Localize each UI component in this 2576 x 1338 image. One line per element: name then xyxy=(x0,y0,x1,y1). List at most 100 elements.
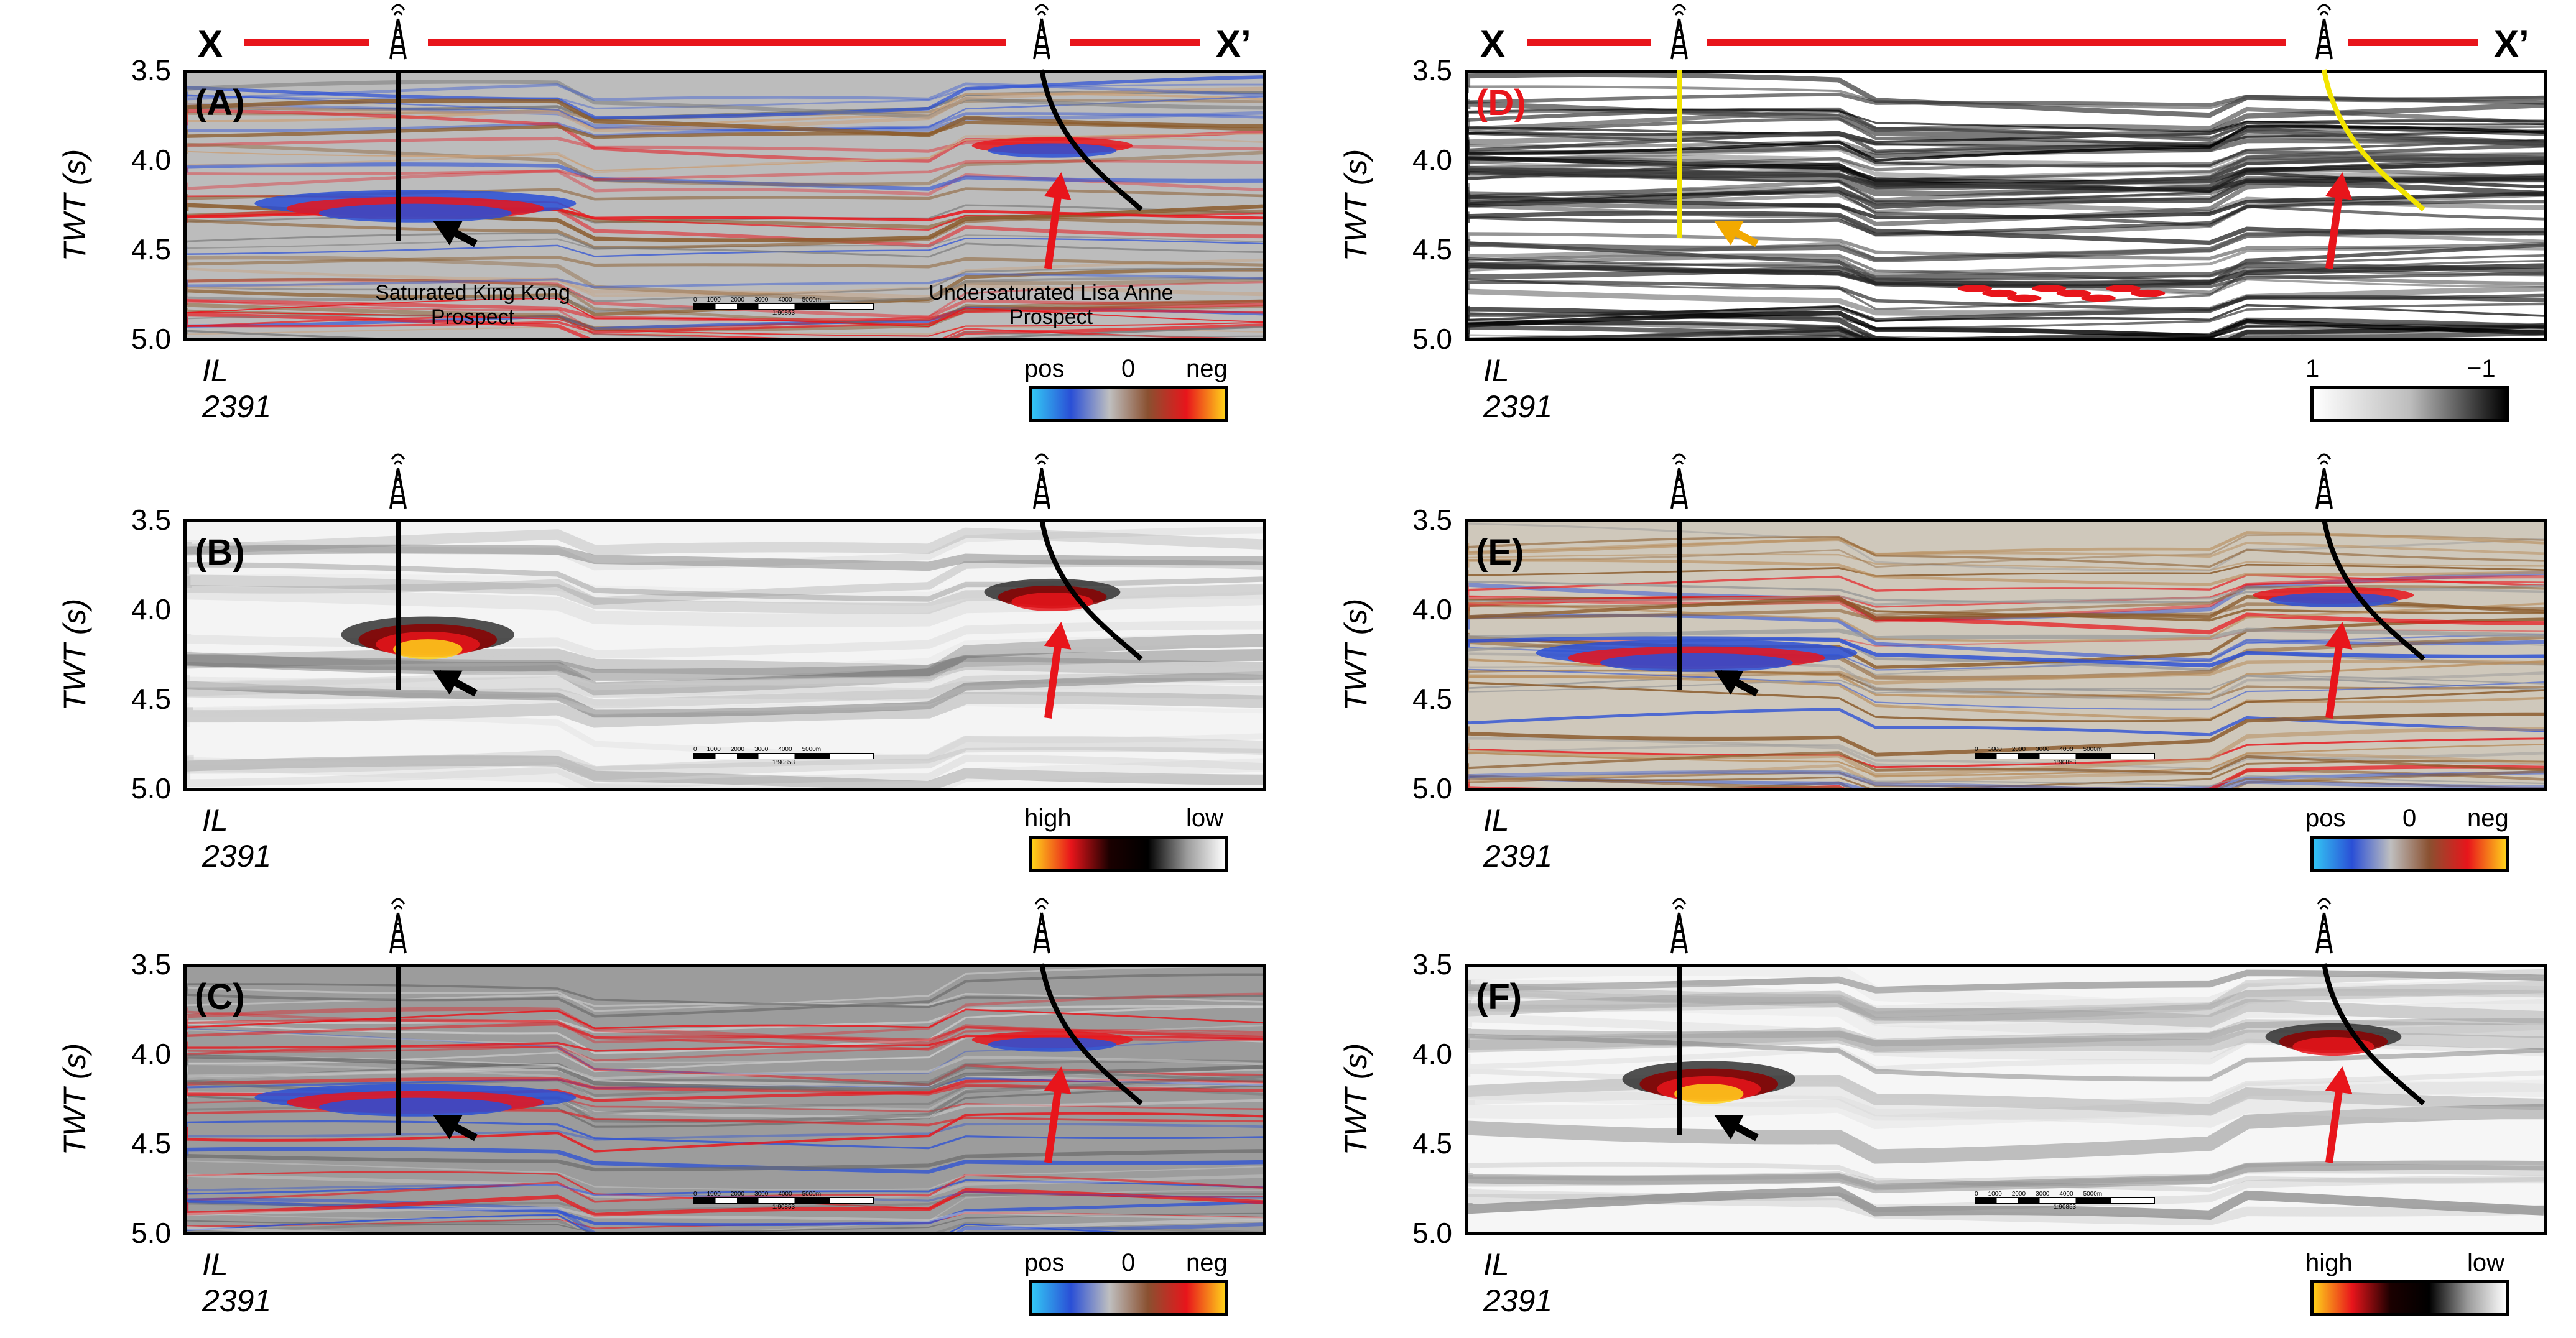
section-line xyxy=(1707,39,2286,46)
section-line xyxy=(1527,39,1651,46)
scale-bar-ratio: 1:90853 xyxy=(2053,759,2077,766)
drilling-rig-icon xyxy=(389,453,407,509)
y-tick-label: 5.0 xyxy=(131,1217,171,1249)
panel-label: (F) xyxy=(1476,977,1522,1017)
panel-label: (D) xyxy=(1476,83,1526,123)
drilling-rig-icon xyxy=(1033,453,1050,509)
colorbar-left-label: pos xyxy=(1024,355,1065,382)
scale-bar-ratio: 1:90853 xyxy=(2053,1204,2077,1211)
scale-bar-tick: 0 xyxy=(1975,1191,1978,1197)
panel-label: (B) xyxy=(195,532,245,573)
scale-bar: 0 1000 2000 3000 4000 5000m 1:90853 xyxy=(693,746,874,771)
y-tick-label: 3.5 xyxy=(131,54,171,86)
drilling-rig-icon xyxy=(1670,4,1688,60)
colorbar-right-label: neg xyxy=(1186,355,1228,382)
drilling-rig-icon xyxy=(1033,898,1050,954)
colorbar-left-label: pos xyxy=(2305,805,2346,832)
scale-bar-tick: 3000 xyxy=(2036,746,2050,753)
y-tick-label: 4.0 xyxy=(1412,1038,1452,1070)
panel-label: (A) xyxy=(195,83,245,123)
scale-bar-tick: 5000m xyxy=(2083,746,2103,753)
colorbar-left-label: pos xyxy=(1024,1249,1065,1276)
scale-bar-tick: 1000 xyxy=(707,1191,721,1197)
scale-bar-tick: 5000m xyxy=(802,746,822,753)
panel-label: (C) xyxy=(195,977,245,1017)
colorbar xyxy=(1029,836,1228,872)
y-tick-label: 5.0 xyxy=(1412,1217,1452,1249)
x-label-left: X xyxy=(198,23,223,65)
colorbar xyxy=(1029,386,1228,422)
scale-bar-tick: 2000 xyxy=(730,746,745,753)
inline-label: IL 2391 xyxy=(1483,1247,1553,1318)
y-tick-label: 5.0 xyxy=(131,772,171,805)
inline-label: IL 2391 xyxy=(202,353,272,424)
scale-bar: 0 1000 2000 3000 4000 5000m 1:90853 xyxy=(1975,746,2155,771)
scale-bar-tick: 0 xyxy=(693,746,697,753)
drilling-rig-icon xyxy=(2315,453,2333,509)
scale-bar-tick: 1000 xyxy=(707,297,721,303)
scale-bar-tick: 4000 xyxy=(2059,746,2073,753)
y-tick-label: 4.5 xyxy=(1412,683,1452,715)
y-tick-label: 4.0 xyxy=(1412,593,1452,625)
colorbar-right-label: neg xyxy=(2467,805,2509,832)
drilling-rig-icon xyxy=(389,898,407,954)
colorbar-right-label: neg xyxy=(1186,1249,1228,1276)
colorbar xyxy=(2310,836,2509,872)
panel-label: (E) xyxy=(1476,532,1524,573)
scale-bar-tick: 1000 xyxy=(1988,1191,2002,1197)
drilling-rig-icon xyxy=(2315,898,2333,954)
y-tick-label: 5.0 xyxy=(1412,323,1452,355)
y-axis-label: TWT (s) xyxy=(1338,598,1374,711)
y-tick-label: 4.0 xyxy=(131,1038,171,1070)
x-label-left: X xyxy=(1480,23,1506,65)
scale-bar-tick: 5000m xyxy=(802,297,822,303)
y-tick-label: 4.0 xyxy=(131,593,171,625)
y-tick-label: 5.0 xyxy=(131,323,171,355)
scale-bar-ratio: 1:90853 xyxy=(772,1204,795,1211)
y-tick-label: 4.5 xyxy=(131,233,171,265)
y-tick-label: 3.5 xyxy=(1412,54,1452,86)
y-tick-label: 4.5 xyxy=(131,683,171,715)
colorbar xyxy=(1029,1280,1228,1316)
y-tick-label: 3.5 xyxy=(131,948,171,980)
scale-bar-tick: 4000 xyxy=(778,1191,792,1197)
inline-label: IL 2391 xyxy=(202,803,272,874)
scale-bar-tick: 2000 xyxy=(730,1191,745,1197)
drilling-rig-icon xyxy=(1670,453,1688,509)
scale-bar: 0 1000 2000 3000 4000 5000m 1:90853 xyxy=(1975,1191,2155,1216)
colorbar-mid-label: 0 xyxy=(1121,1249,1136,1276)
scale-bar-tick: 5000m xyxy=(802,1191,822,1197)
section-line xyxy=(244,39,369,46)
y-axis-label: TWT (s) xyxy=(57,598,93,711)
colorbar-left-label: high xyxy=(2305,1249,2353,1276)
y-tick-label: 5.0 xyxy=(1412,772,1452,805)
y-tick-label: 4.5 xyxy=(1412,1127,1452,1160)
scale-bar-tick: 1000 xyxy=(707,746,721,753)
scale-bar-tick: 0 xyxy=(693,1191,697,1197)
colorbar xyxy=(2310,386,2509,422)
inline-label: IL 2391 xyxy=(1483,353,1553,424)
drilling-rig-icon xyxy=(2315,4,2333,60)
scale-bar-tick: 2000 xyxy=(2011,746,2026,753)
scale-bar-tick: 1000 xyxy=(1988,746,2002,753)
inline-label: IL 2391 xyxy=(202,1247,272,1318)
x-label-right: X’ xyxy=(2494,23,2529,65)
scale-bar-tick: 5000m xyxy=(2083,1191,2103,1197)
scale-bar-ratio: 1:90853 xyxy=(772,759,795,766)
colorbar-mid-label: 0 xyxy=(2402,805,2417,832)
colorbar-left-label: high xyxy=(1024,805,1072,832)
section-line xyxy=(428,39,1006,46)
inline-label: IL 2391 xyxy=(1483,803,1553,874)
drilling-rig-icon xyxy=(389,4,407,60)
colorbar-right-label: low xyxy=(1186,805,1224,832)
y-axis-label: TWT (s) xyxy=(1338,1043,1374,1155)
scale-bar-ratio: 1:90853 xyxy=(772,310,795,316)
drilling-rig-icon xyxy=(1670,898,1688,954)
y-tick-label: 4.0 xyxy=(1412,144,1452,176)
colorbar-right-label: low xyxy=(2467,1249,2505,1276)
y-tick-label: 4.5 xyxy=(131,1127,171,1160)
scale-bar-tick: 4000 xyxy=(2059,1191,2073,1197)
y-tick-label: 4.5 xyxy=(1412,233,1452,265)
section-line xyxy=(2348,39,2478,46)
scale-bar: 0 1000 2000 3000 4000 5000m 1:90853 xyxy=(693,297,874,321)
